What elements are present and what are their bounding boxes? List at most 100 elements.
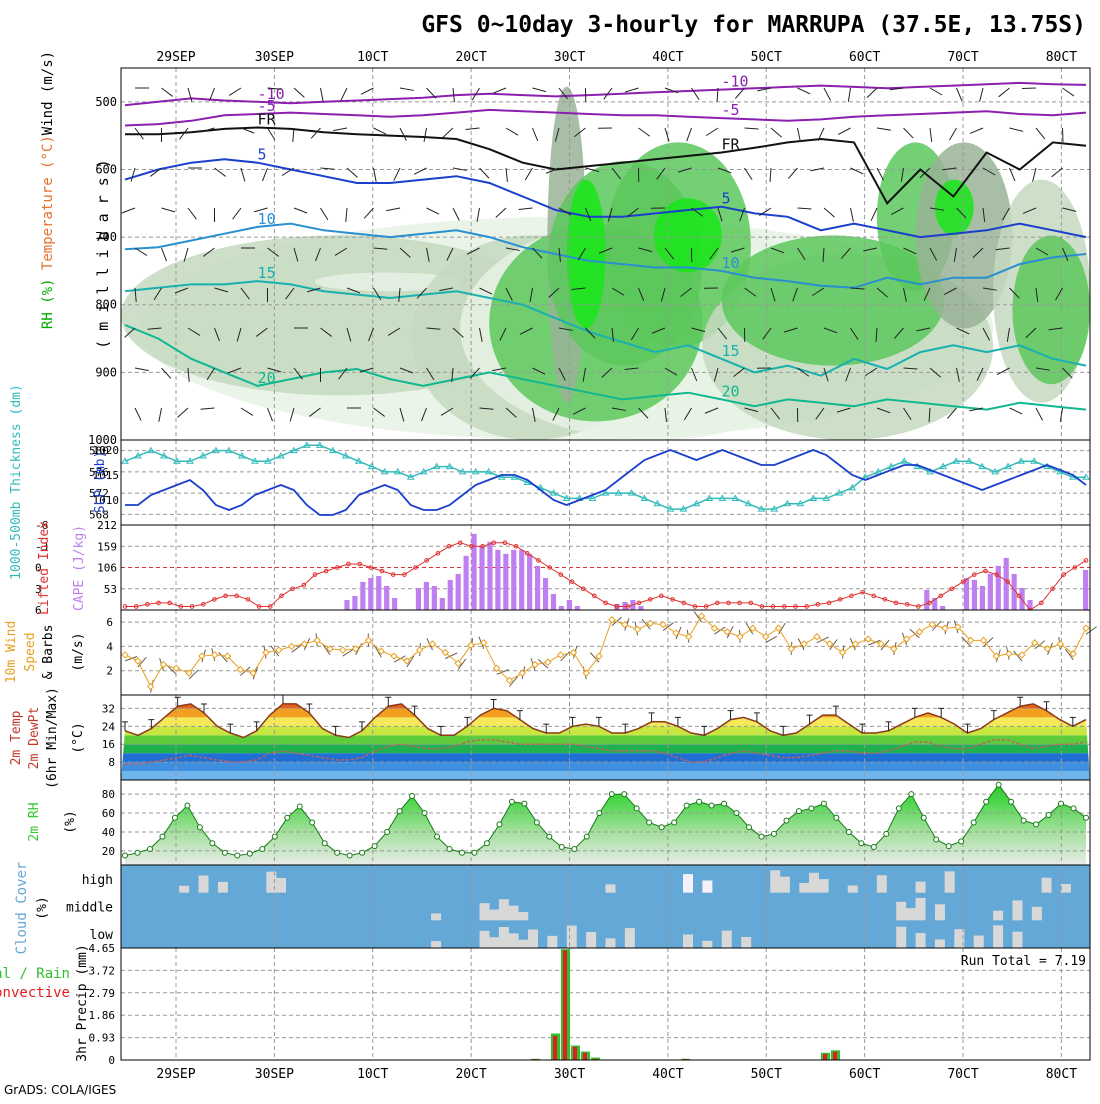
precip-legend-convective: Convective — [0, 985, 70, 1001]
cape-bar — [376, 576, 381, 610]
precip-convective-bar — [563, 950, 567, 1060]
wind-tick-label: 2 — [106, 665, 113, 678]
pressure-tick-label: 500 — [95, 95, 117, 109]
cape-tick-label: 53 — [104, 583, 117, 596]
temp-tick-label: 16 — [102, 738, 115, 751]
cape-bar — [622, 602, 627, 610]
cloud-bar-high — [179, 886, 189, 893]
top-date-label: 80CT — [1046, 50, 1077, 65]
rh-point — [547, 834, 552, 839]
cloud-bar-high — [945, 871, 955, 892]
cape-tick-label: 159 — [97, 540, 117, 553]
cloud-bar-middle — [480, 903, 490, 920]
cloud-bar-low — [528, 929, 538, 948]
cloud-bar-low — [547, 936, 557, 948]
rh-point — [422, 811, 427, 816]
rh-point — [921, 815, 926, 820]
cape-bar — [972, 580, 977, 610]
cloud-bar-high — [1042, 878, 1052, 893]
cape-bar — [440, 598, 445, 610]
rh-tick-label: 20 — [102, 845, 115, 858]
rh-point — [123, 853, 128, 858]
cape-bar — [567, 600, 572, 610]
rh-point — [934, 837, 939, 842]
cloud-bar-low — [896, 927, 906, 948]
precip-tick-label: 4.65 — [89, 942, 116, 955]
cloud-bar-low — [974, 936, 984, 948]
rh-point — [285, 815, 290, 820]
temp-ylabel-4: (°C) — [71, 722, 86, 753]
cloud-bar-middle — [499, 899, 509, 920]
rh-point — [1071, 806, 1076, 811]
precip-legend-total: Total / Rain — [0, 966, 70, 982]
cape-tick-label: 212 — [97, 519, 117, 532]
cloud-bar-low — [993, 925, 1003, 948]
bottom-date-label: 40CT — [652, 1067, 683, 1082]
precip-tick-label: 2.79 — [89, 987, 116, 1000]
cape-bar — [988, 574, 993, 610]
precip-convective-bar — [583, 1053, 587, 1060]
cape-bar — [352, 596, 357, 610]
rh-point — [896, 806, 901, 811]
cloud-bar-middle — [1012, 900, 1022, 920]
bottom-date-label: 29SEP — [156, 1067, 195, 1082]
cloud-bar-middle — [509, 906, 519, 921]
bottom-date-label: 30SEP — [255, 1067, 294, 1082]
cloud-bar-high — [809, 873, 819, 893]
precip-convective-bar — [553, 1036, 557, 1060]
cloud-level-label: high — [82, 873, 113, 888]
top-date-label: 60CT — [849, 50, 880, 65]
cape-bar — [527, 554, 532, 610]
cape-bar — [368, 578, 373, 610]
precip-convective-bar — [833, 1052, 837, 1060]
temp-contour-label: 5 — [258, 146, 267, 164]
rh-tick-label: 60 — [102, 807, 115, 820]
cloud-bar-middle — [489, 910, 499, 921]
rh-point — [435, 834, 440, 839]
rh-point — [472, 850, 477, 855]
rh-point — [709, 803, 714, 808]
rh-point — [172, 815, 177, 820]
temp-band — [121, 753, 1090, 762]
rh-point — [996, 782, 1001, 787]
rh-point — [584, 834, 589, 839]
rh-point — [871, 845, 876, 850]
bottom-date-label: 60CT — [849, 1067, 880, 1082]
cape-bar — [416, 588, 421, 610]
cloud-bar-low — [567, 926, 577, 948]
temp-contour-label: 15 — [258, 264, 276, 282]
cloud-bar-high — [799, 883, 809, 893]
temp-contour-label: FR — [721, 136, 740, 154]
cloud-bar-high — [218, 882, 228, 893]
rh-point — [796, 809, 801, 814]
temp-band — [121, 762, 1090, 771]
cloud-bar-high — [848, 885, 858, 892]
wind-ylabel-4: (m/s) — [71, 632, 86, 671]
cape-bar — [384, 586, 389, 610]
cloud-bar-low — [431, 941, 441, 948]
cape-bar — [464, 556, 469, 610]
rh-point — [834, 815, 839, 820]
thickness-bg — [121, 440, 1090, 525]
rh-point — [959, 839, 964, 844]
cape-bar — [424, 582, 429, 610]
temp-contour-label: 15 — [721, 342, 739, 360]
cape-bar — [479, 546, 484, 610]
temp-band — [121, 771, 1090, 780]
rh-point — [1059, 801, 1064, 806]
rh-point — [197, 825, 202, 830]
cape-bar — [432, 586, 437, 610]
top-date-label: 10CT — [357, 50, 388, 65]
wind-ylabel-1: 10m Wind — [4, 621, 19, 684]
rh-point — [859, 841, 864, 846]
cape-bar — [495, 550, 500, 610]
rh-point — [771, 831, 776, 836]
rh-point — [821, 801, 826, 806]
cross-section-ylabel: RH (%) Temperature (°C)Wind (m/s) — [40, 51, 56, 329]
cloud-bar-low — [489, 937, 499, 948]
cloud-bar-high — [770, 870, 780, 892]
rh-point — [385, 829, 390, 834]
cape-bar — [980, 586, 985, 610]
rh-point — [846, 829, 851, 834]
rh-point — [672, 820, 677, 825]
